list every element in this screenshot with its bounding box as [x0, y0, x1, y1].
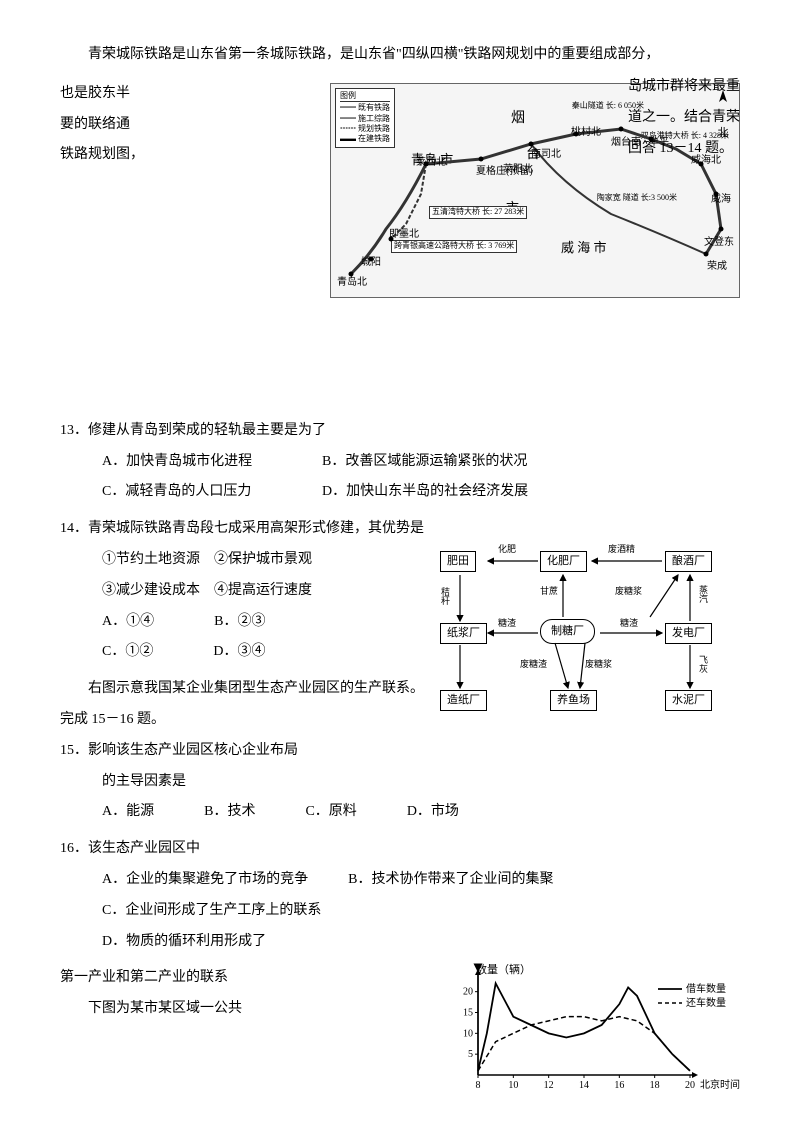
q14-optC: C．①② [102, 637, 153, 668]
svg-text:14: 14 [579, 1080, 589, 1091]
intro-line1: 青荣城际铁路是山东省第一条城际铁路，是山东省"四纵四横"铁路网规划中的重要组成部… [88, 47, 659, 62]
industry-diagram: 肥田 化肥厂 酿酒厂 纸浆厂 制糖厂 发电厂 造纸厂 养鱼场 水泥厂 化肥 废酒… [440, 545, 740, 715]
intro-paragraph: 青荣城际铁路是山东省第一条城际铁路，是山东省"四纵四横"铁路网规划中的重要组成部… [60, 40, 740, 71]
svg-text:5: 5 [468, 1050, 473, 1061]
svg-text:北京时间: 北京时间 [700, 1078, 740, 1091]
svg-text:20: 20 [463, 987, 473, 998]
svg-text:16: 16 [614, 1080, 624, 1091]
svg-text:15: 15 [463, 1008, 473, 1019]
q15-optA: A．能源 [102, 797, 154, 828]
q15-optD: D．市场 [407, 797, 459, 828]
q14-stem: 14．青荣城际铁路青岛段七成采用高架形式修建，其优势是 [60, 514, 740, 545]
question-15: 15．影响该生态产业园区核心企业布局 的主导因素是 A．能源 B．技术 C．原料… [60, 736, 740, 828]
q13-optA: A．加快青岛城市化进程 [102, 447, 282, 478]
q13-stem: 13．修建从青岛到荣成的轻轨最主要是为了 [60, 416, 740, 447]
svg-text:20: 20 [685, 1080, 695, 1091]
svg-text:10: 10 [508, 1080, 518, 1091]
q16-optA: A．企业的集聚避免了市场的竞争 [102, 865, 308, 896]
q14-optB: B．②③ [214, 607, 265, 638]
q13-optB: B．改善区域能源运输紧张的状况 [322, 447, 527, 478]
question-13: 13．修建从青岛到荣成的轻轨最主要是为了 A．加快青岛城市化进程 B．改善区域能… [60, 416, 740, 508]
svg-text:借车数量: 借车数量 [686, 982, 726, 995]
svg-text:10: 10 [463, 1029, 473, 1040]
q14-optD: D．③④ [213, 637, 265, 668]
svg-text:12: 12 [544, 1080, 554, 1091]
q16-optB: B．技术协作带来了企业间的集聚 [348, 865, 553, 896]
q13-optC: C．减轻青岛的人口压力 [102, 477, 282, 508]
question-16: 16．该生态产业园区中 A．企业的集聚避免了市场的竞争 B．技术协作带来了企业间… [60, 834, 740, 957]
q15-optB: B．技术 [204, 797, 255, 828]
svg-text:8: 8 [476, 1080, 481, 1091]
q15-stem: 15．影响该生态产业园区核心企业布局 [60, 736, 740, 767]
q15-optC: C．原料 [305, 797, 356, 828]
q16-stem: 16．该生态产业园区中 [60, 834, 740, 865]
svg-text:还车数量: 还车数量 [686, 996, 726, 1009]
chart-svg: 51015208101214161820数量（辆）北京时间借车数量还车数量 [440, 963, 740, 1093]
svg-text:18: 18 [650, 1080, 660, 1091]
q14-optA: A．①④ [102, 607, 154, 638]
q13-optD: D．加快山东半岛的社会经济发展 [322, 477, 528, 508]
question-14: 14．青荣城际铁路青岛段七成采用高架形式修建，其优势是 肥田 化肥厂 酿酒厂 纸… [60, 514, 740, 668]
q16-optC: C．企业间形成了生产工序上的联系 [60, 896, 740, 927]
svg-text:数量（辆）: 数量（辆） [476, 962, 531, 976]
bike-chart: 51015208101214161820数量（辆）北京时间借车数量还车数量 [440, 963, 740, 1093]
q16-optD: D．物质的循环利用形成了 [60, 927, 740, 958]
